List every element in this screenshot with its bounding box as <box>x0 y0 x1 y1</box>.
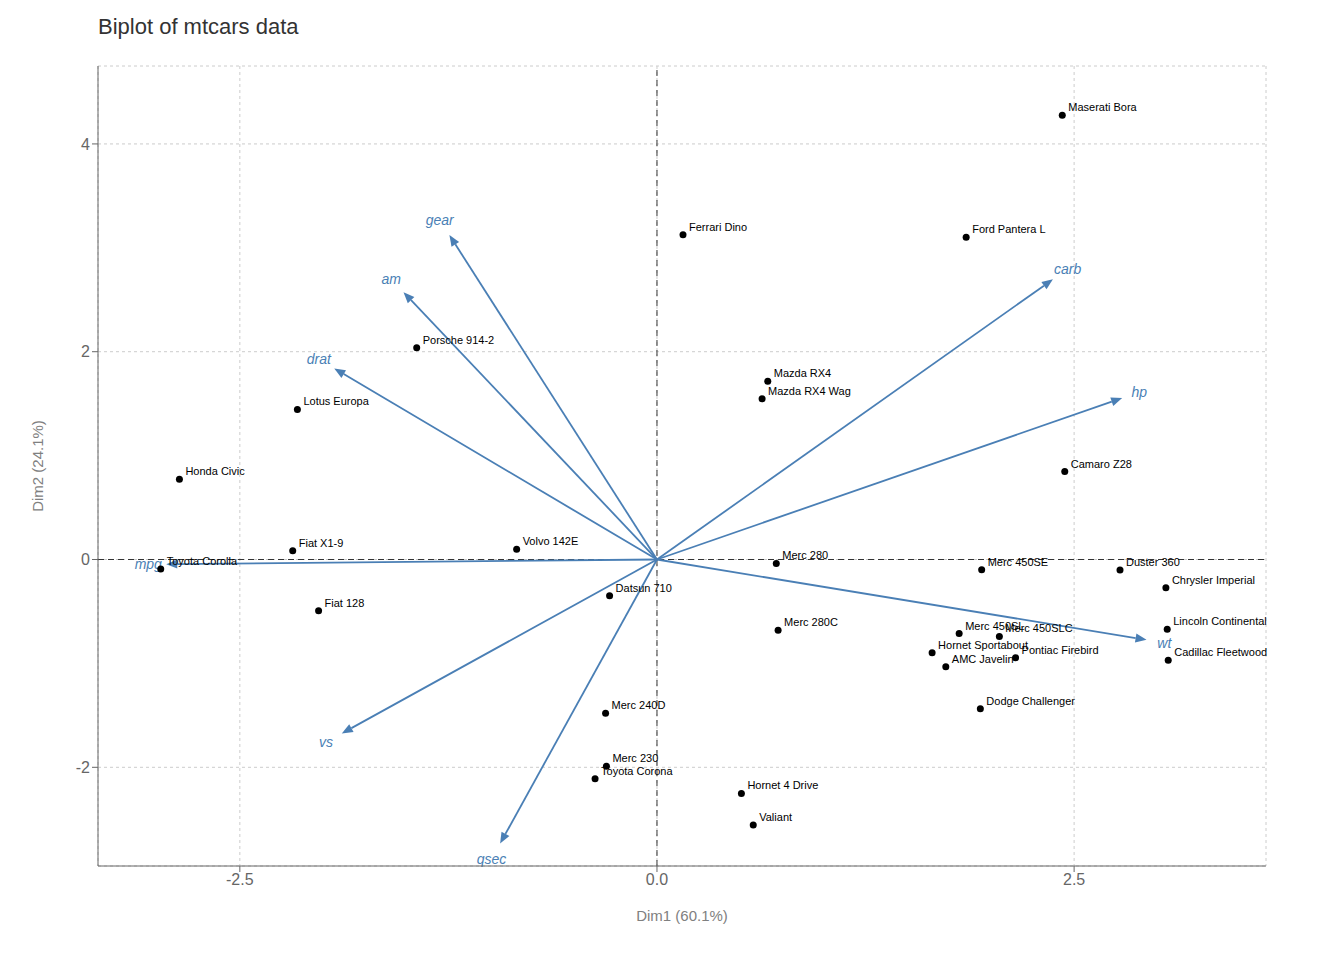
svg-text:Mazda RX4: Mazda RX4 <box>774 367 831 379</box>
svg-text:Merc 230: Merc 230 <box>612 752 658 764</box>
svg-text:Fiat X1-9: Fiat X1-9 <box>299 537 344 549</box>
svg-text:Dim1 (60.1%): Dim1 (60.1%) <box>636 907 728 924</box>
svg-text:Maserati Bora: Maserati Bora <box>1068 101 1137 113</box>
svg-text:mpg: mpg <box>134 556 162 573</box>
svg-text:2: 2 <box>81 343 90 360</box>
svg-text:Merc 280C: Merc 280C <box>784 616 838 628</box>
svg-text:qsec: qsec <box>477 851 507 867</box>
svg-text:Toyota Corolla: Toyota Corolla <box>167 555 238 567</box>
svg-text:gear: gear <box>426 212 455 228</box>
svg-text:Porsche 914-2: Porsche 914-2 <box>423 334 495 346</box>
svg-text:Pontiac Firebird: Pontiac Firebird <box>1022 644 1099 656</box>
svg-text:Volvo 142E: Volvo 142E <box>523 535 579 547</box>
svg-text:-2: -2 <box>76 759 90 776</box>
svg-text:Chrysler Imperial: Chrysler Imperial <box>1172 574 1255 586</box>
svg-text:vs: vs <box>319 734 333 750</box>
svg-text:Valiant: Valiant <box>759 811 792 823</box>
svg-text:Merc 240D: Merc 240D <box>612 699 666 711</box>
svg-text:Mazda RX4 Wag: Mazda RX4 Wag <box>768 385 851 397</box>
svg-text:Lincoln Continental: Lincoln Continental <box>1173 615 1267 627</box>
svg-text:Lotus Europa: Lotus Europa <box>303 395 369 407</box>
svg-text:0: 0 <box>81 551 90 568</box>
svg-text:Datsun 710: Datsun 710 <box>616 582 672 594</box>
svg-text:Merc 450SE: Merc 450SE <box>988 556 1049 568</box>
svg-text:Honda Civic: Honda Civic <box>185 465 245 477</box>
svg-text:Camaro Z28: Camaro Z28 <box>1071 458 1132 470</box>
svg-text:drat: drat <box>307 351 332 367</box>
svg-text:-2.5: -2.5 <box>226 871 254 888</box>
svg-text:wt: wt <box>1157 635 1172 651</box>
svg-text:4: 4 <box>81 136 90 153</box>
svg-text:Merc 450SL: Merc 450SL <box>965 619 1025 632</box>
svg-text:Hornet Sportabout: Hornet Sportabout <box>938 639 1028 651</box>
svg-text:Hornet 4 Drive: Hornet 4 Drive <box>747 779 818 791</box>
svg-text:Dim2 (24.1%): Dim2 (24.1%) <box>29 420 46 512</box>
svg-text:0.0: 0.0 <box>646 871 668 888</box>
svg-text:AMC Javelin: AMC Javelin <box>952 653 1014 665</box>
svg-text:Merc 450SLC: Merc 450SLC <box>1005 622 1072 634</box>
svg-text:am: am <box>381 271 401 287</box>
html-text:Biplot of mtcars data: Biplot of mtcars data <box>98 14 299 39</box>
svg-text:Toyota Corona: Toyota Corona <box>601 765 673 777</box>
svg-text:Dodge Challenger: Dodge Challenger <box>986 695 1075 707</box>
svg-text:Merc 280: Merc 280 <box>782 549 828 561</box>
svg-text:Fiat 128: Fiat 128 <box>325 597 365 609</box>
svg-text:Duster 360: Duster 360 <box>1126 556 1180 568</box>
svg-text:hp: hp <box>1131 384 1147 400</box>
svg-text:2.5: 2.5 <box>1063 871 1085 888</box>
svg-text:Cadillac Fleetwood: Cadillac Fleetwood <box>1174 646 1267 658</box>
svg-text:Ferrari Dino: Ferrari Dino <box>689 221 747 233</box>
svg-text:carb: carb <box>1054 261 1081 277</box>
svg-text:Ford Pantera L: Ford Pantera L <box>972 223 1045 235</box>
